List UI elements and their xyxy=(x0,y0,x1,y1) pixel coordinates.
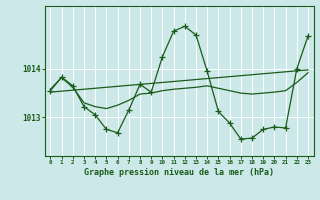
X-axis label: Graphe pression niveau de la mer (hPa): Graphe pression niveau de la mer (hPa) xyxy=(84,168,274,177)
